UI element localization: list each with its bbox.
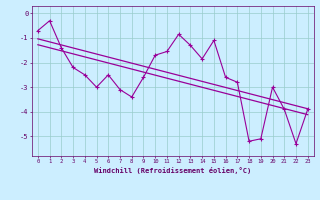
- X-axis label: Windchill (Refroidissement éolien,°C): Windchill (Refroidissement éolien,°C): [94, 167, 252, 174]
